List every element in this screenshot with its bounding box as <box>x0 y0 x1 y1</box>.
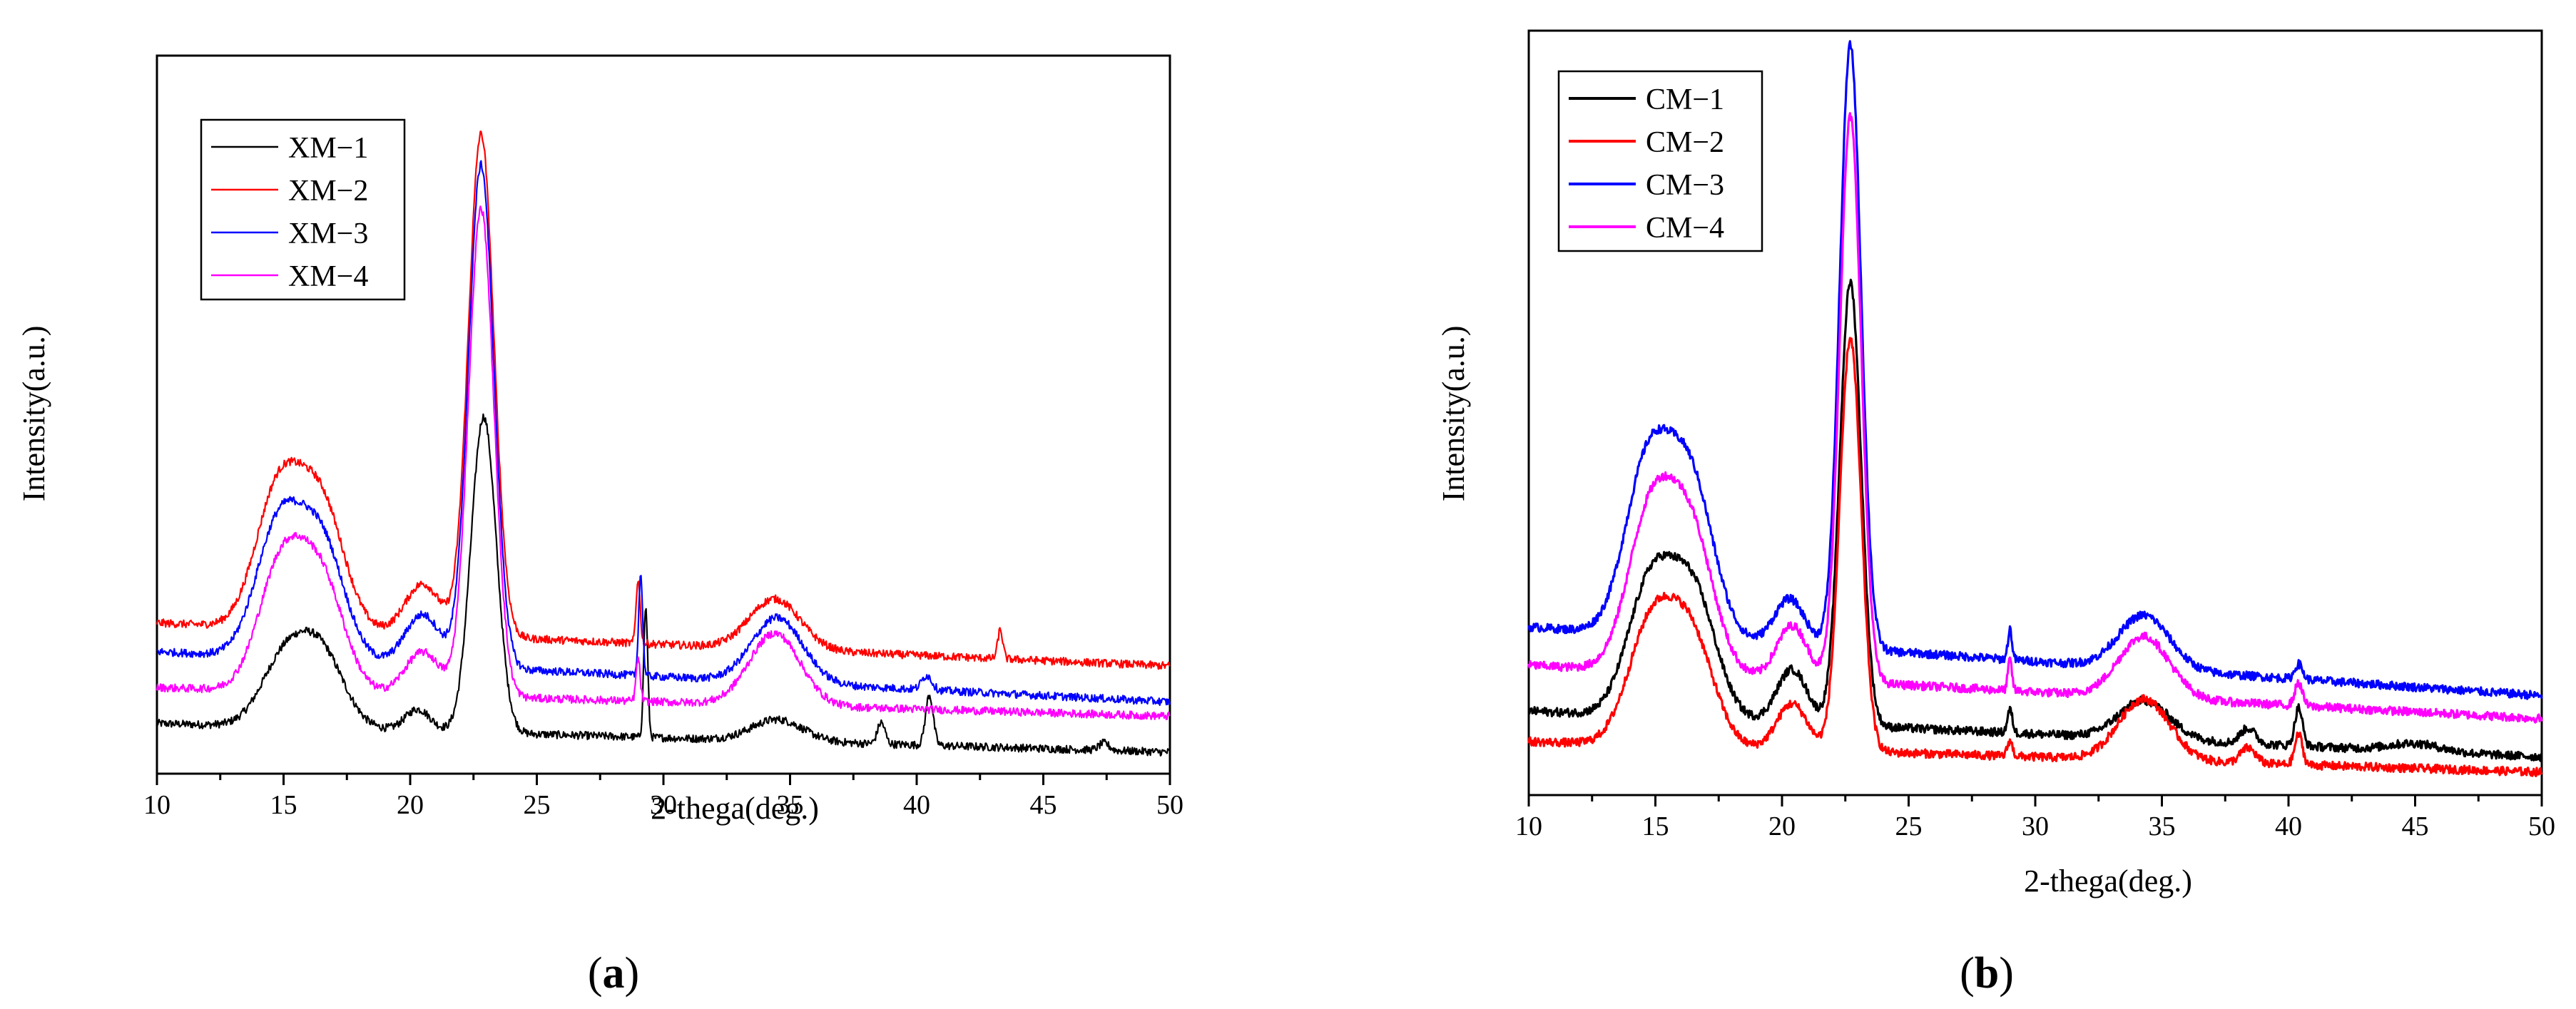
legend-label-4: XM−4 <box>288 260 368 293</box>
x-tick-label: 25 <box>1895 811 1923 841</box>
x-tick-label: 35 <box>2149 811 2176 841</box>
x-tick-label: 20 <box>1768 811 1796 841</box>
panel-label-open: ( <box>588 949 603 998</box>
series-line-2 <box>156 130 1171 670</box>
panel-label-letter: a <box>603 949 625 998</box>
series-line-1 <box>156 413 1171 757</box>
panel-label-close: ) <box>1999 949 2014 998</box>
panel-label-letter: b <box>1975 949 1999 998</box>
series-line-3 <box>1527 40 2543 700</box>
x-axis-title: 2-thega(deg.) <box>651 791 819 826</box>
x-tick-label: 45 <box>2402 811 2429 841</box>
series-line-2 <box>1527 337 2543 777</box>
x-tick-label: 50 <box>2528 811 2555 841</box>
series-line-4 <box>156 205 1171 720</box>
panel-label-close: ) <box>625 949 640 998</box>
legend-label-3: CM−3 <box>1646 169 1724 202</box>
legend-box <box>1557 70 1763 252</box>
panel-label-open: ( <box>1960 949 1975 998</box>
x-tick-label: 10 <box>1515 811 1542 841</box>
x-tick-label: 15 <box>270 790 297 820</box>
legend-label-2: XM−2 <box>288 175 368 208</box>
legend-label-2: CM−2 <box>1646 126 1724 159</box>
chart-panel-b: 10 15 20 25 30 35 40 45 50 2-thega(deg.) Intensity… <box>1436 29 2555 998</box>
legend-label-4: CM−4 <box>1646 212 1724 245</box>
legend-box <box>200 118 406 301</box>
y-axis-title: Intensity(a.u.) <box>16 326 51 502</box>
x-tick-label: 35 <box>777 790 804 820</box>
panel-label: (b) <box>1960 949 2014 998</box>
x-tick-label: 20 <box>397 790 424 820</box>
x-axis-title: 2-thega(deg.) <box>2024 864 2192 898</box>
chart-panel-a: 10 15 20 25 30 35 40 45 50 2-thega(deg.) Intensity… <box>16 54 1183 998</box>
x-tick-label: 25 <box>524 790 551 820</box>
x-tick-label: 45 <box>1030 790 1057 820</box>
legend: XM−1 XM−2 XM−3 XM−4 <box>200 118 406 301</box>
legend-label-1: CM−1 <box>1646 83 1724 116</box>
series-line-3 <box>156 160 1171 707</box>
legend-label-3: XM−3 <box>288 217 368 250</box>
y-axis-title: Intensity(a.u.) <box>1436 326 1471 502</box>
x-tick-label: 40 <box>903 790 930 820</box>
panel-label: (a) <box>588 949 639 998</box>
x-tick-label: 30 <box>650 790 677 820</box>
series-line-1 <box>1527 278 2543 762</box>
x-tick-label: 15 <box>1642 811 1669 841</box>
x-tick-label: 30 <box>2022 811 2049 841</box>
legend-label-1: XM−1 <box>288 132 368 165</box>
x-tick-label: 50 <box>1156 790 1183 820</box>
legend: CM−1 CM−2 CM−3 CM−4 <box>1557 70 1763 252</box>
series-line-4 <box>1527 112 2543 724</box>
x-tick-label: 40 <box>2275 811 2302 841</box>
x-tick-label: 10 <box>143 790 170 820</box>
